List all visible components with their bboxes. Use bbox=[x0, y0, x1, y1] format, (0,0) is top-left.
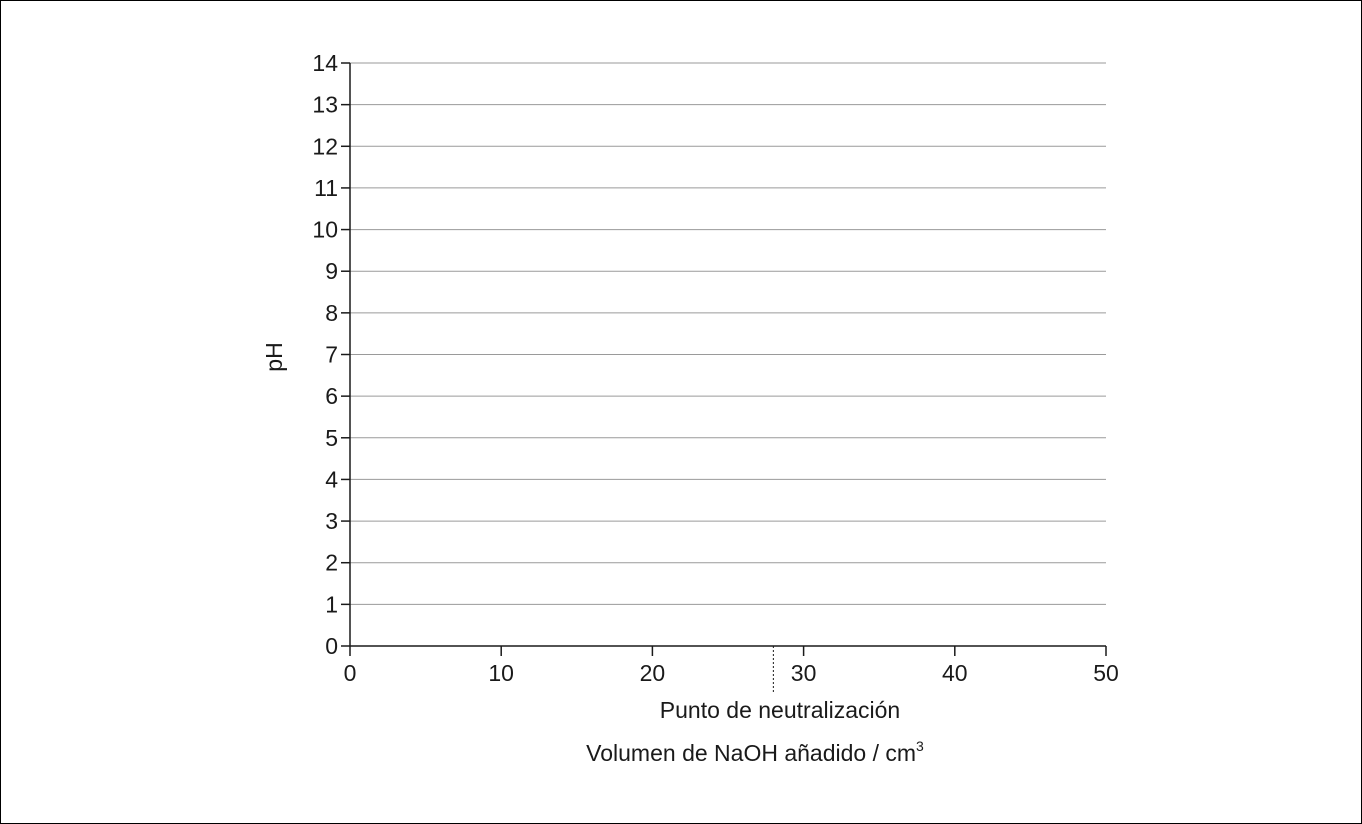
x-tick-label: 30 bbox=[791, 660, 817, 686]
y-tick-label: 5 bbox=[325, 425, 338, 451]
y-tick-label: 3 bbox=[325, 508, 338, 534]
x-tick-label: 50 bbox=[1093, 660, 1119, 686]
y-tick-label: 6 bbox=[325, 383, 338, 409]
x-tick-label: 20 bbox=[640, 660, 666, 686]
y-tick-label: 11 bbox=[314, 175, 338, 201]
y-tick-label: 1 bbox=[325, 591, 338, 617]
neutralization-label: Punto de neutralización bbox=[660, 697, 900, 723]
y-tick-label: 8 bbox=[325, 300, 338, 326]
y-tick-label: 7 bbox=[325, 342, 338, 368]
y-tick-label: 9 bbox=[325, 258, 338, 284]
x-axis-label-text: Volumen de NaOH añadido / cm bbox=[586, 740, 916, 766]
x-axis-label: Volumen de NaOH añadido / cm3 bbox=[586, 738, 924, 766]
x-ticks: 0 10 20 30 40 50 bbox=[344, 646, 1119, 686]
y-tick-label: 0 bbox=[325, 633, 338, 659]
y-tick-label: 13 bbox=[312, 92, 338, 118]
x-tick-label: 40 bbox=[942, 660, 968, 686]
x-tick-label: 0 bbox=[344, 660, 357, 686]
annotations: Punto de neutralización bbox=[660, 646, 900, 723]
y-tick-label: 14 bbox=[312, 50, 338, 76]
y-tick-label: 12 bbox=[312, 133, 338, 159]
y-tick-label: 10 bbox=[312, 217, 338, 243]
y-tick-label: 2 bbox=[325, 550, 338, 576]
grid-lines bbox=[350, 62, 1106, 605]
x-axis-label-superscript: 3 bbox=[916, 738, 924, 754]
x-tick-label: 10 bbox=[488, 660, 514, 686]
y-tick-label: 4 bbox=[325, 466, 338, 492]
y-axis-label: pH bbox=[261, 342, 287, 371]
